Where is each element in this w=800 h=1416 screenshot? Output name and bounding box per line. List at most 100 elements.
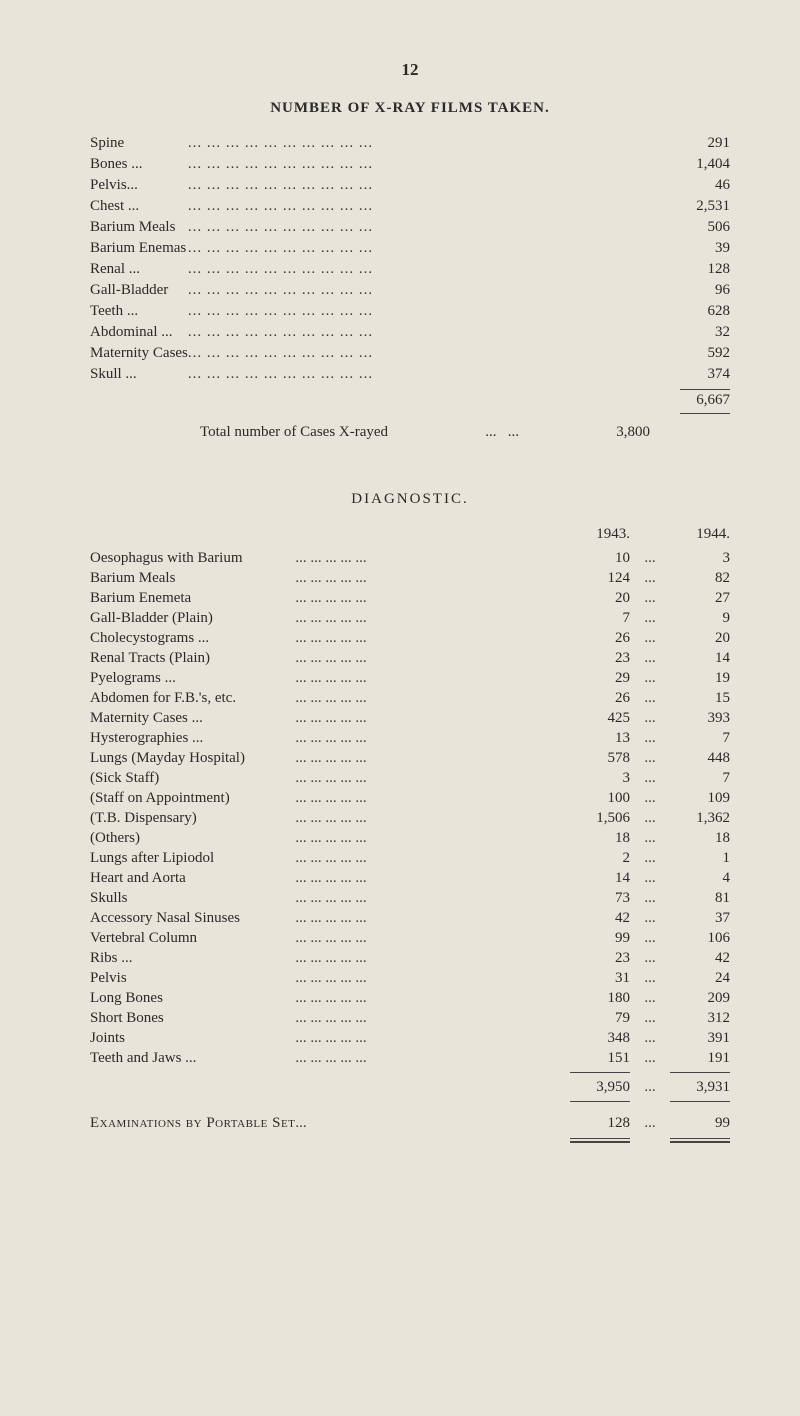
diag-label: Accessory Nasal Sinuses [90, 909, 295, 929]
dots: ... [630, 609, 670, 629]
films-label: Pelvis... [90, 175, 188, 196]
dots: ... ... ... ... ... [295, 649, 570, 669]
table-row: Teeth ...628 [90, 301, 730, 322]
table-row: Lungs after Lipiodol... ... ... ... ...2… [90, 849, 730, 869]
diag-value-1944: 15 [670, 689, 730, 709]
table-row: (Others)... ... ... ... ...18...18 [90, 829, 730, 849]
rule [570, 1072, 630, 1074]
table-row: (T.B. Dispensary)... ... ... ... ...1,50… [90, 809, 730, 829]
table-row: Barium Meals506 [90, 217, 730, 238]
dots: ... ... ... ... ... [295, 1029, 570, 1049]
films-value: 128 [670, 259, 730, 280]
table-row: Pelvis...46 [90, 175, 730, 196]
dots: ... [630, 1009, 670, 1029]
diag-value-1943: 14 [570, 869, 630, 889]
table-row: Abdominal ... 32 [90, 322, 730, 343]
dots: ... [630, 949, 670, 969]
diag-value-1944: 448 [670, 749, 730, 769]
dots: ... ... ... ... ... [295, 629, 570, 649]
films-label: Bones ... [90, 154, 188, 175]
table-row: Chest ...2,531 [90, 196, 730, 217]
dots: ... [630, 749, 670, 769]
table-row: Gall-Bladder (Plain)... ... ... ... ...7… [90, 609, 730, 629]
rule-row [90, 1133, 730, 1144]
films-label: Skull ... [90, 364, 188, 385]
table-row: Renal Tracts (Plain)... ... ... ... ...2… [90, 649, 730, 669]
table-row: Barium Enemas39 [90, 238, 730, 259]
dots: ... ... [388, 424, 616, 441]
dots: ... [630, 849, 670, 869]
diag-value-1944: 7 [670, 729, 730, 749]
films-value: 32 [670, 322, 730, 343]
films-label: Chest ... [90, 196, 188, 217]
films-total-line: Total number of Cases X-rayed ... ... 3,… [90, 424, 730, 441]
diagnostic-title: DIAGNOSTIC. [90, 491, 730, 508]
dots [188, 364, 670, 385]
diag-label: Oesophagus with Barium [90, 549, 295, 569]
page-number: 12 [90, 60, 730, 80]
dots: ... [630, 669, 670, 689]
diag-value-1943: 7 [570, 609, 630, 629]
diag-value-1943: 31 [570, 969, 630, 989]
dots: ... ... ... ... ... [295, 769, 570, 789]
diag-value-1943: 10 [570, 549, 630, 569]
dots: ... ... ... ... ... [295, 569, 570, 589]
dots: ... [630, 729, 670, 749]
diag-label: Pyelograms ... [90, 669, 295, 689]
table-row: Abdomen for F.B.'s, etc.... ... ... ... … [90, 689, 730, 709]
diag-label: Skulls [90, 889, 295, 909]
diag-value-1944: 191 [670, 1049, 730, 1069]
diag-value-1943: 3 [570, 769, 630, 789]
dots: ... ... ... ... ... [295, 869, 570, 889]
films-table: Spine291Bones ...1,404Pelvis...46Chest .… [90, 133, 730, 385]
diag-value-1943: 99 [570, 929, 630, 949]
dots [188, 238, 670, 259]
diag-label: Joints [90, 1029, 295, 1049]
exam-value-1943: 128 [570, 1107, 630, 1134]
diag-label: Lungs (Mayday Hospital) [90, 749, 295, 769]
films-label: Spine [90, 133, 188, 154]
dots: ... ... ... ... ... [295, 609, 570, 629]
diag-total-1943: 3,950 [570, 1078, 630, 1098]
dots: ... ... ... ... ... [295, 709, 570, 729]
dots: ... [630, 1029, 670, 1049]
dots: ... [630, 889, 670, 909]
diag-label: Barium Enemeta [90, 589, 295, 609]
dots: ... [630, 709, 670, 729]
diagnostic-table: 1943.1944.Oesophagus with Barium... ... … [90, 524, 730, 1144]
films-label: Abdominal ... [90, 322, 188, 343]
diag-value-1943: 18 [570, 829, 630, 849]
dots: ... ... ... ... ... [295, 809, 570, 829]
diag-value-1944: 391 [670, 1029, 730, 1049]
dots: ... ... ... ... ... [295, 909, 570, 929]
diag-label: Lungs after Lipiodol [90, 849, 295, 869]
films-value: 506 [670, 217, 730, 238]
table-row: Lungs (Mayday Hospital)... ... ... ... .… [90, 749, 730, 769]
dots [188, 322, 670, 343]
total-label: Total number of Cases X-rayed [90, 424, 388, 441]
dots [188, 217, 670, 238]
diag-value-1944: 1 [670, 849, 730, 869]
dots: ... ... ... ... ... [295, 549, 570, 569]
films-grand-total: 6,667 [90, 392, 730, 409]
table-row: Maternity Cases ...... ... ... ... ...42… [90, 709, 730, 729]
diag-label: Pelvis [90, 969, 295, 989]
dots: ... ... ... ... ... [295, 829, 570, 849]
exam-label: Examinations by Portable Set [90, 1107, 295, 1134]
films-value: 1,404 [670, 154, 730, 175]
diag-value-1943: 26 [570, 629, 630, 649]
diag-label: Ribs ... [90, 949, 295, 969]
table-row: Long Bones... ... ... ... ...180...209 [90, 989, 730, 1009]
table-row: Barium Meals... ... ... ... ...124...82 [90, 569, 730, 589]
dots: ... [630, 989, 670, 1009]
dots [188, 301, 670, 322]
rule [680, 413, 730, 414]
table-row: Heart and Aorta... ... ... ... ...14...4 [90, 869, 730, 889]
double-rule [570, 1138, 630, 1143]
diag-value-1944: 18 [670, 829, 730, 849]
diag-value-1944: 81 [670, 889, 730, 909]
table-row: Skulls... ... ... ... ...73...81 [90, 889, 730, 909]
diag-value-1943: 151 [570, 1049, 630, 1069]
films-title: NUMBER OF X-RAY FILMS TAKEN. [90, 100, 730, 117]
table-row: Ribs ...... ... ... ... ...23...42 [90, 949, 730, 969]
